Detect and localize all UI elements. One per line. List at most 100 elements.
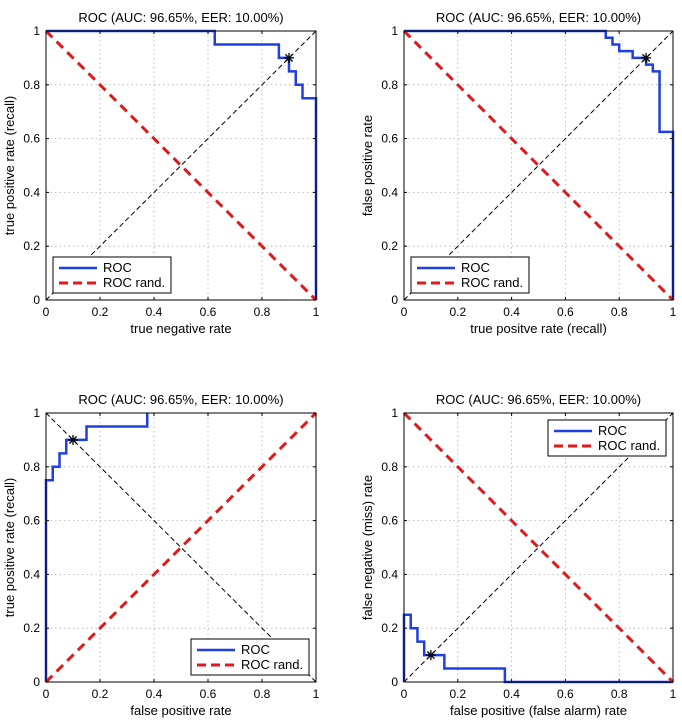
y-tick-label: 0.8 xyxy=(381,460,398,474)
y-tick-label: 0.8 xyxy=(23,78,40,92)
y-tick-label: 0.4 xyxy=(381,567,398,581)
y-tick-label: 0.6 xyxy=(23,514,40,528)
x-tick-label: 0.2 xyxy=(92,687,109,701)
eer-point xyxy=(284,52,294,63)
legend-box xyxy=(190,638,310,676)
y-tick-label: 0.8 xyxy=(381,78,398,92)
chart-title: ROC (AUC: 96.65%, EER: 10.00%) xyxy=(78,392,283,407)
x-axis-label: false positive (false alarm) rate xyxy=(450,703,627,718)
x-tick-label: 0 xyxy=(401,687,408,701)
x-tick-label: 0 xyxy=(43,305,50,319)
axes-frame xyxy=(45,412,317,683)
x-tick-label: 0.2 xyxy=(449,305,466,319)
y-tick-label: 0.6 xyxy=(23,132,40,146)
chart-panel-1: 0 0.2 0.4 0.6 0.8 1 0 0.2 0.4 0.6 0.8 1 ROC (AUC: 96… xyxy=(2,10,320,336)
x-tick-label: 0.8 xyxy=(254,305,271,319)
chart-panel-3: 0 0.2 0.4 0.6 0.8 1 0 0.2 0.4 0.6 0.8 1 ROC (AUC: 96… xyxy=(2,392,320,718)
chart-title: ROC (AUC: 96.65%, EER: 10.00%) xyxy=(436,10,641,25)
x-tick-label: 0.2 xyxy=(449,687,466,701)
x-tick-label: 0.4 xyxy=(503,305,520,319)
roc-random-line xyxy=(402,411,675,684)
x-tick-label: 0 xyxy=(43,687,50,701)
roc-curve xyxy=(404,29,675,300)
roc-random-line xyxy=(44,411,318,684)
x-tick-label: 0.6 xyxy=(557,687,574,701)
x-axis-label: false positive rate xyxy=(130,703,231,718)
x-tick-label: 0 xyxy=(401,305,408,319)
legend-random-label: ROC rand. xyxy=(241,657,303,672)
y-tick-label: 1 xyxy=(391,24,398,38)
legend-box xyxy=(410,256,530,294)
y-axis-label: true positive rate (recall) xyxy=(2,478,17,617)
chart-panel-2: 0 0.2 0.4 0.6 0.8 1 0 0.2 0.4 0.6 0.8 1 ROC (AUC: 96… xyxy=(360,10,677,336)
eer-point xyxy=(425,650,436,661)
legend-roc-label: ROC xyxy=(103,260,132,275)
x-tick-label: 1 xyxy=(313,305,320,319)
x-tick-label: 1 xyxy=(313,687,320,701)
roc-curve xyxy=(402,613,673,684)
y-tick-label: 0.2 xyxy=(381,621,398,635)
x-tick-label: 0.4 xyxy=(146,687,163,701)
y-tick-label: 0.2 xyxy=(23,239,40,253)
axes-frame xyxy=(403,412,674,683)
eer-point xyxy=(68,434,78,445)
legend-roc-label: ROC xyxy=(598,423,627,438)
y-tick-label: 0 xyxy=(391,675,398,689)
y-tick-label: 0.4 xyxy=(23,185,40,199)
legend-roc-label: ROC xyxy=(461,260,490,275)
y-tick-label: 0.4 xyxy=(381,185,398,199)
y-tick-label: 0.4 xyxy=(23,567,40,581)
y-tick-label: 0.8 xyxy=(23,460,40,474)
x-tick-label: 0.8 xyxy=(611,687,628,701)
roc-curve xyxy=(46,29,318,300)
eer-point-stroke xyxy=(284,53,294,62)
roc-random-line xyxy=(44,29,318,302)
legend-random-label: ROC rand. xyxy=(461,275,523,290)
x-tick-label: 0.6 xyxy=(557,305,574,319)
y-axis-label: false negative (miss) rate xyxy=(360,475,375,620)
y-tick-label: 0 xyxy=(33,293,40,307)
eer-point-stroke xyxy=(68,435,78,444)
y-tick-label: 0 xyxy=(33,675,40,689)
x-tick-label: 1 xyxy=(670,305,677,319)
x-tick-label: 0.8 xyxy=(611,305,628,319)
x-axis-label: true negative rate xyxy=(130,321,231,336)
legend-box xyxy=(547,419,667,457)
chart-title: ROC (AUC: 96.65%, EER: 10.00%) xyxy=(436,392,641,407)
x-tick-label: 0.4 xyxy=(146,305,163,319)
y-tick-label: 0.6 xyxy=(381,514,398,528)
roc-random-line xyxy=(402,29,675,302)
eer-point-stroke xyxy=(642,53,651,62)
x-tick-label: 0.6 xyxy=(200,305,217,319)
chart-title: ROC (AUC: 96.65%, EER: 10.00%) xyxy=(78,10,283,25)
chart-panel-4: 0 0.2 0.4 0.6 0.8 1 0 0.2 0.4 0.6 0.8 1 ROC (AUC: 96… xyxy=(360,392,677,718)
roc-curve xyxy=(44,413,149,682)
y-axis-label: true positive rate (recall) xyxy=(2,96,17,235)
x-tick-label: 0.4 xyxy=(503,687,520,701)
x-tick-label: 0.2 xyxy=(92,305,109,319)
y-tick-label: 0.2 xyxy=(23,621,40,635)
legend-random-label: ROC rand. xyxy=(598,438,660,453)
y-tick-label: 1 xyxy=(33,24,40,38)
y-tick-label: 0.2 xyxy=(381,239,398,253)
eer-point-stroke xyxy=(426,651,435,660)
x-tick-label: 0.6 xyxy=(200,687,217,701)
legend-random-label: ROC rand. xyxy=(103,275,165,290)
legend-box xyxy=(52,256,172,294)
axes-frame xyxy=(45,30,317,301)
y-tick-label: 1 xyxy=(391,406,398,420)
y-axis-label: false positive rate xyxy=(360,115,375,216)
x-axis-label: true positve rate (recall) xyxy=(470,321,607,336)
axes-frame xyxy=(403,30,674,301)
y-tick-label: 0 xyxy=(391,293,398,307)
eer-point xyxy=(641,52,652,63)
y-tick-label: 0.6 xyxy=(381,132,398,146)
legend-roc-label: ROC xyxy=(241,642,270,657)
y-tick-label: 1 xyxy=(33,406,40,420)
x-tick-label: 0.8 xyxy=(254,687,271,701)
